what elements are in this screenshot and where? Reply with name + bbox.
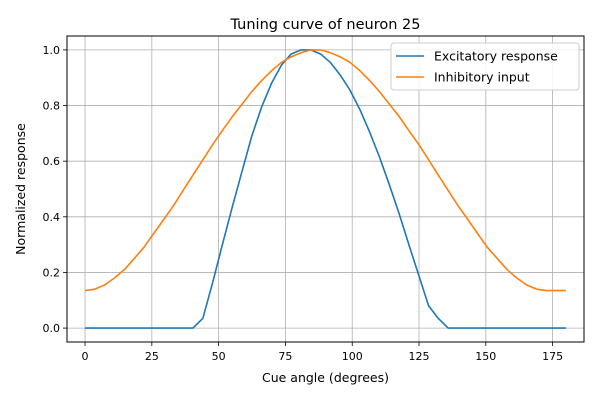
x-tick-label: 75	[278, 350, 292, 363]
series-line-excitatory	[85, 49, 566, 329]
chart-title: Tuning curve of neuron 25	[230, 17, 421, 33]
y-tick-label: 0.2	[43, 266, 61, 279]
y-tick-label: 1.0	[43, 44, 61, 57]
y-tick-label: 0.4	[43, 211, 61, 224]
x-tick-label: 50	[212, 350, 226, 363]
x-tick-label: 150	[475, 350, 496, 363]
x-tick-label: 25	[145, 350, 159, 363]
x-tick-label: 175	[542, 350, 563, 363]
x-tick-label: 100	[342, 350, 363, 363]
y-tick-label: 0.6	[43, 155, 61, 168]
x-axis-label: Cue angle (degrees)	[262, 370, 389, 385]
x-tick-label: 125	[409, 350, 430, 363]
legend-label-inhibitory: Inhibitory input	[434, 70, 530, 85]
x-tick-label: 0	[82, 350, 89, 363]
series-line-inhibitory	[84, 49, 566, 292]
legend-label-excitatory: Excitatory response	[434, 49, 558, 64]
plot-frame	[66, 35, 585, 343]
y-tick-label: 0.0	[43, 322, 61, 335]
series-lines	[84, 49, 566, 329]
legend-box	[390, 42, 580, 91]
tick-group: 0 25 50 75 100 125 150 175 0.0 0.2 0.4 0.6 0.8 1.0	[43, 44, 564, 363]
y-tick-label: 0.8	[43, 100, 61, 113]
y-axis-label: Normalized response	[13, 123, 28, 255]
legend: Excitatory response Inhibitory input	[390, 42, 580, 91]
